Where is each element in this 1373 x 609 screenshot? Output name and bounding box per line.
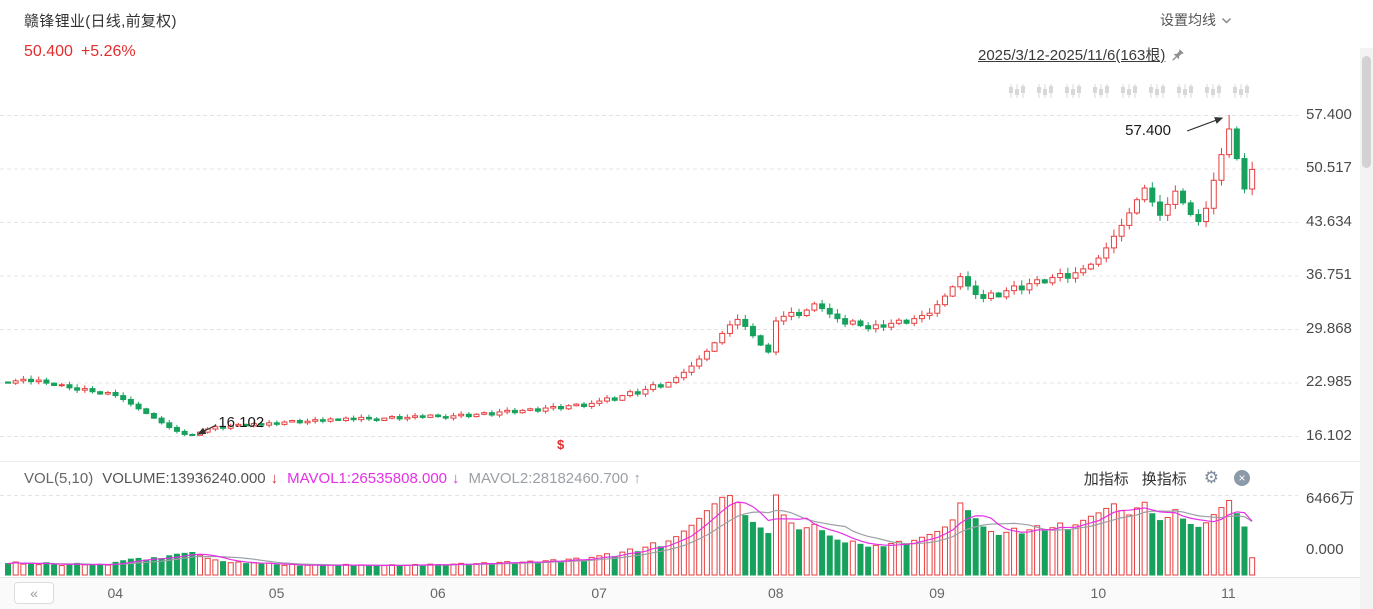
mavol2-value: MAVOL2:28182460.700 — [468, 469, 629, 487]
high-annotation: 57.400 — [1125, 122, 1171, 139]
volume-value: VOLUME:13936240.000 — [102, 469, 266, 487]
scrollbar-thumb[interactable] — [1362, 56, 1371, 168]
add-indicator-button[interactable]: 加指标 — [1083, 470, 1129, 488]
low-annotation: 16.102 — [218, 414, 265, 431]
month-axis-label: 10 — [1090, 585, 1107, 601]
mavol1-value: MAVOL1:26535808.000 — [287, 469, 447, 487]
time-axis: « 04 05 06 07 08 09 10 11 — [0, 577, 1373, 609]
kline-pattern-icon-9[interactable] — [1232, 84, 1250, 98]
price-axis-label: 29.868 — [1306, 320, 1352, 337]
price-axis-label: 50.517 — [1306, 159, 1352, 176]
month-axis-label: 06 — [430, 585, 446, 601]
price-axis-label: 36.751 — [1306, 266, 1352, 283]
dividend-marker[interactable]: $ — [556, 437, 565, 452]
mavol1-down-arrow-icon: ↓ — [452, 469, 460, 487]
switch-indicator-button[interactable]: 换指标 — [1141, 470, 1187, 488]
price-axis-label: 16.102 — [1306, 427, 1352, 444]
kline-pattern-icon-1[interactable] — [1008, 84, 1026, 98]
scrollbar-track[interactable] — [1360, 48, 1373, 609]
date-range-link[interactable]: 2025/3/12-2025/11/6(163根) — [978, 44, 1185, 65]
vol-indicator-label[interactable]: VOL(5,10) — [24, 469, 94, 487]
last-price: 50.400 — [24, 43, 73, 60]
volume-down-arrow-icon: ↓ — [270, 469, 279, 487]
gear-icon[interactable]: ⚙ — [1203, 468, 1219, 487]
month-axis-label: 07 — [591, 585, 607, 601]
month-axis-label: 04 — [107, 585, 124, 601]
kline-pattern-icon-6[interactable] — [1148, 84, 1166, 98]
kline-pattern-icon-4[interactable] — [1092, 84, 1110, 98]
price-axis-label: 57.400 — [1306, 106, 1352, 123]
volume-indicator-bar: VOL(5,10) VOLUME:13936240.000 ↓ MAVOL1:2… — [0, 462, 1256, 494]
ma-settings-label: 设置均线 — [1160, 12, 1216, 28]
volume-axis-label-min: 0.000 — [1306, 541, 1344, 558]
price-quote: 50.400 +5.26% — [24, 43, 144, 61]
kline-pattern-icon-8[interactable] — [1204, 84, 1222, 98]
stock-title: 赣锋锂业(日线,前复权) — [24, 13, 177, 30]
rewind-button[interactable]: « — [14, 582, 54, 604]
kline-pattern-icon-7[interactable] — [1176, 84, 1194, 98]
kline-pattern-icon-3[interactable] — [1064, 84, 1082, 98]
chevron-down-icon — [1221, 17, 1232, 24]
month-axis-label: 09 — [929, 585, 945, 601]
mavol2-up-arrow-icon: ↑ — [633, 469, 641, 487]
month-axis-label: 11 — [1221, 585, 1236, 601]
price-axis-label: 22.985 — [1306, 373, 1352, 390]
kline-pattern-icon-2[interactable] — [1036, 84, 1054, 98]
pin-icon[interactable] — [1171, 48, 1185, 62]
month-axis-label: 08 — [768, 585, 784, 601]
kline-pattern-toolbar[interactable] — [1008, 84, 1250, 98]
volume-axis-label-max: 6466万 — [1306, 490, 1355, 507]
ma-settings-button[interactable]: 设置均线 — [1160, 10, 1232, 30]
date-range-label: 2025/3/12-2025/11/6(163根) — [978, 47, 1166, 64]
price-axis-label: 43.634 — [1306, 213, 1352, 230]
month-axis-label: 05 — [268, 585, 285, 601]
kline-pattern-icon-5[interactable] — [1120, 84, 1138, 98]
close-icon[interactable]: × — [1234, 470, 1250, 486]
price-change: +5.26% — [80, 43, 136, 60]
